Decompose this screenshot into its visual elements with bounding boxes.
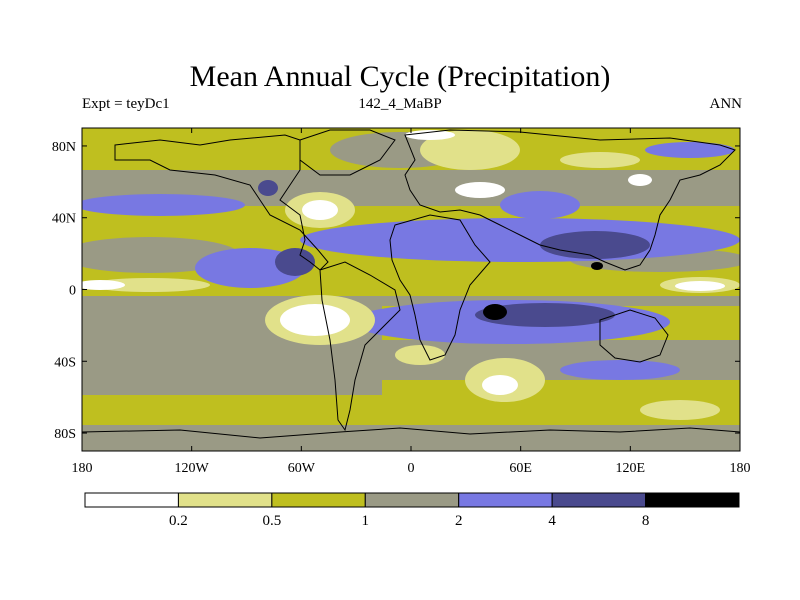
coastline-antarctica — [82, 427, 740, 439]
lon-tick-label: 60E — [509, 461, 532, 476]
field-region — [640, 400, 720, 420]
experiment-label: Expt = teyDc1 — [82, 96, 170, 112]
field-region — [675, 281, 725, 291]
field-region — [591, 262, 603, 270]
coastline-africa — [389, 214, 491, 361]
colorbar-swatch — [458, 492, 553, 508]
lon-tick-label: 180 — [730, 461, 751, 476]
colorbar-label: 0.5 — [262, 513, 281, 529]
lat-tick-label: 80S — [54, 427, 76, 442]
lat-tick-label: 40N — [52, 212, 76, 227]
colorbar-swatch — [364, 492, 460, 508]
lat-tick-label: 0 — [69, 284, 76, 299]
coastline-greenland — [299, 129, 396, 176]
field-region — [300, 218, 740, 262]
field-region — [628, 174, 652, 186]
lon-tick-label: 120E — [616, 461, 646, 476]
latitude-axis: 80N 40N 0 40S 80S — [52, 140, 740, 442]
colorbar-swatch — [84, 492, 179, 508]
colorbar-swatch — [551, 492, 647, 508]
coastline-north-america — [114, 134, 329, 271]
period-label: 142_4_MaBP — [358, 96, 442, 112]
colorbar-label: 4 — [548, 513, 556, 529]
field-region — [500, 191, 580, 219]
colorbar-label: 1 — [362, 513, 370, 529]
field-region — [645, 142, 735, 158]
field-region — [455, 182, 505, 198]
colorbar-swatch — [271, 492, 366, 508]
longitude-axis: 180 120W 60W 0 60E 120E 180 — [72, 128, 751, 476]
coastline-europe-asia — [404, 129, 736, 271]
coastline-south-america — [319, 261, 401, 432]
lon-tick-label: 60W — [288, 461, 316, 476]
coastlines — [82, 129, 740, 439]
field-region — [82, 280, 125, 290]
field-region — [258, 180, 278, 196]
field-region — [275, 248, 315, 276]
field-region — [560, 360, 680, 380]
colorbar-label: 0.2 — [169, 513, 188, 529]
colorbar: 0.2 0.5 1 2 4 8 — [84, 492, 740, 529]
field-region — [475, 303, 615, 327]
field-region — [82, 194, 245, 216]
field-region — [405, 130, 455, 140]
map-title: Mean Annual Cycle (Precipitation) — [189, 60, 611, 93]
colorbar-label: 2 — [455, 513, 463, 529]
colorbar-swatch — [645, 492, 740, 508]
field-region — [280, 304, 350, 336]
field-region — [540, 231, 650, 259]
colorbar-label: 8 — [642, 513, 650, 529]
field-region — [420, 130, 520, 170]
field-region — [395, 345, 445, 365]
colorbar-swatch — [177, 492, 273, 508]
field-region — [483, 304, 507, 320]
lon-tick-label: 180 — [72, 461, 93, 476]
field-region — [560, 152, 640, 168]
season-label: ANN — [709, 96, 743, 112]
field-region — [482, 375, 518, 395]
lat-tick-label: 80N — [52, 140, 76, 155]
lon-tick-label: 0 — [408, 461, 415, 476]
field-region — [90, 278, 210, 292]
field-region — [302, 200, 338, 220]
lat-tick-label: 40S — [54, 355, 76, 370]
coastline-australia — [599, 309, 669, 363]
lon-tick-label: 120W — [175, 461, 210, 476]
